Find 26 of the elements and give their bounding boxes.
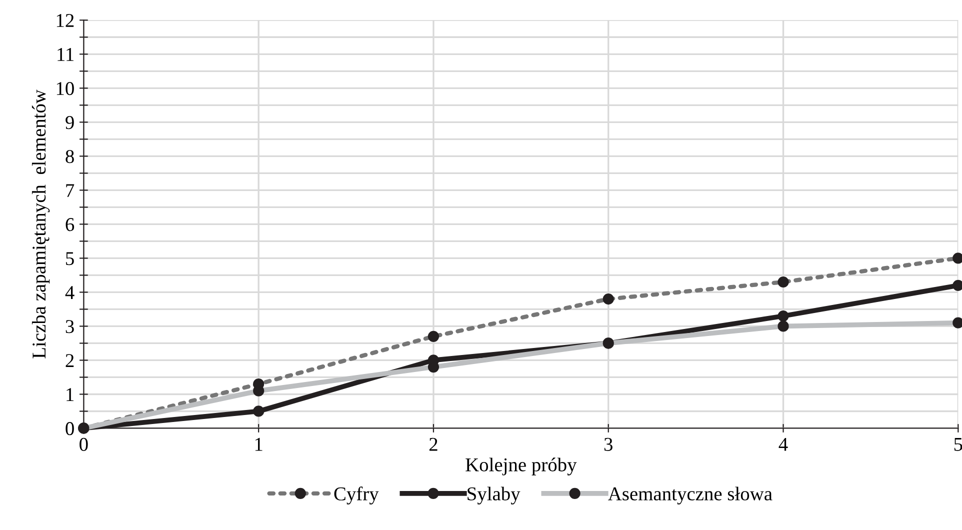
y-tick-label: 9 bbox=[66, 116, 74, 130]
y-axis-title: Liczba zapamiętanych elementów bbox=[32, 90, 50, 358]
x-axis-title: Kolejne próby bbox=[466, 458, 577, 476]
y-tick-label: 2 bbox=[66, 354, 74, 367]
y-tick-label: 4 bbox=[65, 286, 74, 299]
y-tick-label: 10 bbox=[56, 82, 74, 96]
x-tick-label: 2 bbox=[429, 438, 438, 451]
y-tick-label: 11 bbox=[58, 48, 74, 61]
y-tick-label: 8 bbox=[66, 150, 74, 164]
x-tick-label: 0 bbox=[80, 438, 88, 451]
legend-label: Asemantyczne słowa bbox=[608, 486, 772, 504]
y-tick-label: 0 bbox=[66, 422, 74, 436]
y-tick-label: 1 bbox=[66, 388, 74, 401]
y-tick-label: 7 bbox=[66, 184, 74, 197]
x-tick-label: 4 bbox=[778, 438, 788, 451]
y-tick-label: 6 bbox=[66, 218, 74, 232]
point bbox=[778, 310, 789, 322]
legend-label: Cyfry bbox=[334, 486, 379, 504]
x-tick-label: 3 bbox=[604, 438, 612, 451]
x-tick-label: 1 bbox=[255, 438, 262, 451]
y-tick-label: 5 bbox=[66, 252, 74, 266]
legend-label: Sylaby bbox=[468, 486, 520, 504]
y-tick-label: 12 bbox=[56, 14, 74, 27]
x-tick-label: 5 bbox=[954, 438, 962, 451]
point bbox=[253, 406, 264, 417]
y-tick-label: 3 bbox=[66, 320, 74, 334]
